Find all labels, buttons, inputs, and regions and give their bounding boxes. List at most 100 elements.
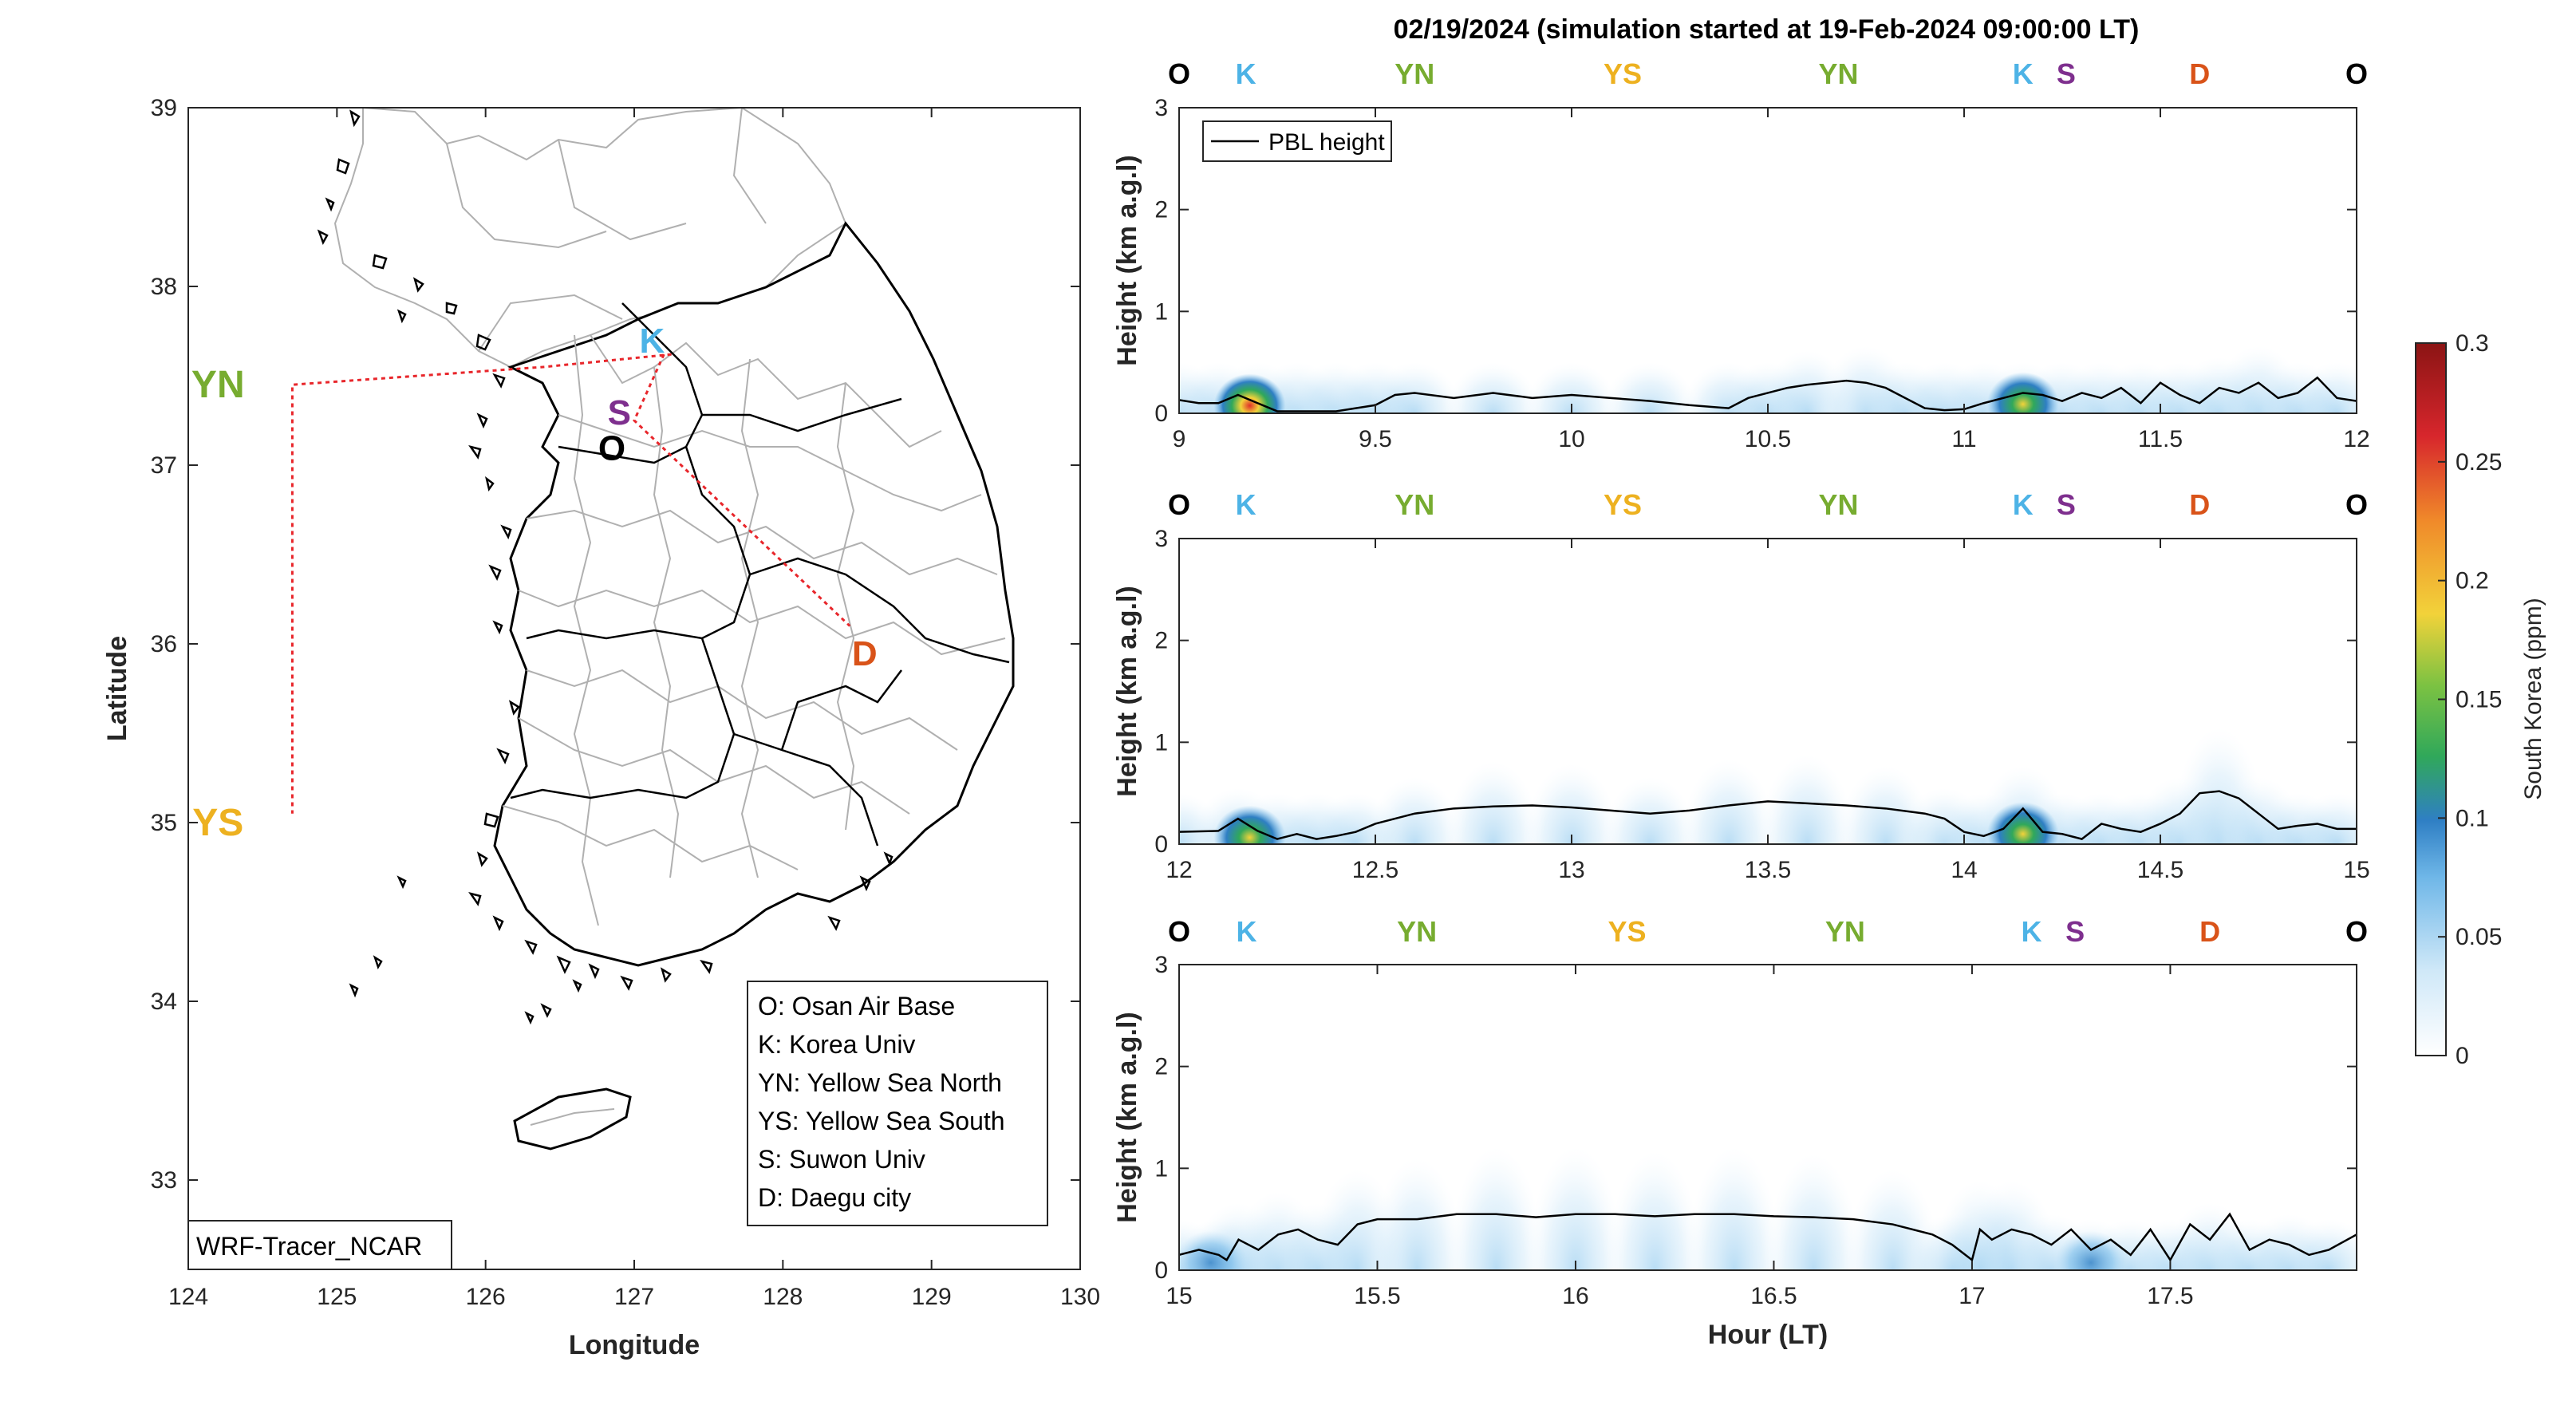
panel-site-marker-ys: YS <box>1608 915 1647 948</box>
concentration-hotspot <box>1986 802 2059 844</box>
panel-ytick-label: 0 <box>1154 1257 1168 1284</box>
panel-site-marker-o: O <box>1168 488 1190 521</box>
panel-xtick-label: 17 <box>1959 1283 1985 1309</box>
panel-xtick-label: 10 <box>1558 426 1584 452</box>
colorbar-tick-label: 0.2 <box>2456 568 2489 594</box>
panel-xlabel: Hour (LT) <box>1708 1320 1828 1350</box>
model-label: WRF-Tracer_NCAR <box>196 1232 422 1261</box>
panel-ytick-label: 0 <box>1154 831 1168 858</box>
panel-site-marker-yn: YN <box>1819 488 1859 521</box>
haze-cell <box>2281 1219 2357 1270</box>
map-site-k: K <box>639 322 665 361</box>
colorbar-tick-label: 0.05 <box>2456 924 2502 950</box>
haze-cell <box>1524 763 1619 844</box>
panel-site-marker-s: S <box>2065 915 2085 948</box>
panel-ytick-label: 2 <box>1154 1054 1168 1080</box>
map-ticks: 124 125 126 127 128 129 130 33 34 35 36 37 38 39 <box>151 95 1100 1310</box>
site-legend-entry: YS: Yellow Sea South <box>758 1107 1005 1135</box>
panel-ytick-label: 0 <box>1154 401 1168 427</box>
colorbar-tick-label: 0 <box>2456 1043 2469 1069</box>
site-legend-entry: K: Korea Univ <box>758 1030 915 1059</box>
panel-xtick-label: 10.5 <box>1745 426 1791 452</box>
pbl-height-line <box>1179 376 2357 412</box>
map-ytick-label: 37 <box>151 452 177 479</box>
map-ytick-label: 36 <box>151 631 177 657</box>
site-legend-entry: YN: Yellow Sea North <box>758 1068 1002 1097</box>
panel-ylabel: Height (km a.g.l) <box>1112 155 1142 365</box>
map-ylabel: Latitude <box>102 636 132 741</box>
map-xtick-label: 127 <box>614 1284 654 1310</box>
haze-cell <box>2289 362 2357 413</box>
panel-ytick-label: 2 <box>1154 197 1168 223</box>
pbl-legend-label: PBL height <box>1268 129 1385 156</box>
panel-site-marker-o: O <box>2345 57 2368 90</box>
panel-site-marker-ys: YS <box>1604 488 1642 521</box>
panel-xtick-label: 15 <box>2343 857 2369 883</box>
pbl-height-line <box>1179 1212 2357 1262</box>
site-legend-entry: S: Suwon Univ <box>758 1145 925 1174</box>
map-site-s: S <box>608 393 631 432</box>
jeju-island <box>513 1087 632 1151</box>
panel-site-marker-d: D <box>2189 488 2210 521</box>
map-ytick-label: 35 <box>151 810 177 836</box>
islands <box>317 109 894 1025</box>
north-korea-provinces <box>446 108 767 352</box>
panel-xtick-label: 12.5 <box>1352 857 1398 883</box>
flight-route-southeast <box>633 353 851 627</box>
jeju-boundary <box>530 1108 615 1126</box>
panel-site-marker-s: S <box>2057 488 2076 521</box>
panel-ytick-label: 3 <box>1154 95 1168 121</box>
colorbar-tick-label: 0.1 <box>2456 805 2489 831</box>
panel-xtick-label: 9.5 <box>1359 426 1392 452</box>
map-xtick-label: 128 <box>763 1284 803 1310</box>
colorbar: 0 0.05 0.1 0.15 0.2 0.25 0.3 South Korea (ppm) <box>2415 330 2546 1069</box>
panel-ytick-label: 1 <box>1154 298 1168 325</box>
panel-ytick-label: 1 <box>1154 1155 1168 1182</box>
figure-title: 02/19/2024 (simulation started at 19-Feb… <box>1394 14 2140 45</box>
haze-cell <box>1448 1147 1544 1270</box>
concentration-hotspot <box>1213 373 1286 413</box>
panel-site-marker-o: O <box>1168 915 1190 948</box>
panel-site-marker-k: K <box>2013 488 2034 521</box>
panel-xtick-label: 16.5 <box>1750 1283 1797 1309</box>
panel-xtick-label: 13 <box>1558 857 1584 883</box>
haze-cell <box>1607 1151 1703 1270</box>
map-ytick-label: 38 <box>151 274 177 300</box>
panel-site-marker-k: K <box>2013 57 2034 90</box>
concentration-field <box>1179 345 2357 413</box>
colorbar-ticks: 0 0.05 0.1 0.15 0.2 0.25 0.3 <box>2438 330 2502 1069</box>
panel-ylabel: Height (km a.g.l) <box>1112 586 1142 796</box>
concentration-field <box>1179 1147 2357 1270</box>
site-legend-entry: O: Osan Air Base <box>758 992 955 1020</box>
panel-ylabel: Height (km a.g.l) <box>1112 1012 1142 1222</box>
panel-site-marker-s: S <box>2057 57 2076 90</box>
panel-xtick-label: 12 <box>1166 857 1192 883</box>
panel-site-marker-yn: YN <box>1397 915 1437 948</box>
map-ytick-label: 33 <box>151 1167 177 1194</box>
map-xtick-label: 129 <box>912 1284 952 1310</box>
panel-site-marker-k: K <box>1236 915 1256 948</box>
concentration-field <box>1179 727 2357 844</box>
panel-site-marker-d: D <box>2199 915 2220 948</box>
haze-cell <box>1367 776 1463 844</box>
map-site-o: O <box>598 429 625 468</box>
haze-cell <box>1602 362 1698 413</box>
haze-cell <box>1602 776 1698 844</box>
map-site-d: D <box>852 634 878 673</box>
panel-site-marker-ys: YS <box>1604 57 1642 90</box>
panel-site-marker-yn: YN <box>1825 915 1865 948</box>
colorbar-label: South Korea (ppm) <box>2520 598 2546 799</box>
haze-cell <box>1445 362 1541 413</box>
panel-site-marker-k: K <box>1236 488 1256 521</box>
panel-site-marker-yn: YN <box>1395 488 1434 521</box>
map-site-yn: YN <box>191 364 245 406</box>
concentration-hotspot <box>1986 372 2059 413</box>
south-korea-provinces <box>502 334 1006 926</box>
colorbar-tick-label: 0.15 <box>2456 687 2502 713</box>
haze-cell <box>2289 793 2357 844</box>
haze-cell <box>1524 362 1619 413</box>
haze-cell <box>1765 1153 1862 1270</box>
